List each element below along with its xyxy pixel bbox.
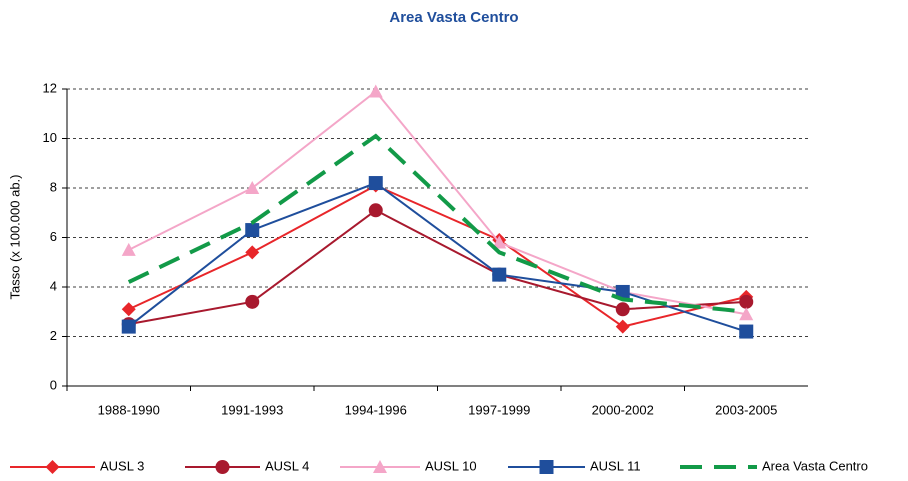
data-point — [121, 302, 136, 317]
x-tick-label: 1997-1999 — [468, 402, 530, 417]
data-point — [739, 307, 754, 321]
data-point — [615, 284, 630, 299]
y-tick-label: 4 — [50, 278, 57, 293]
x-tick-label: 2000-2002 — [592, 402, 654, 417]
y-tick-label: 8 — [50, 179, 57, 194]
y-tick-label: 2 — [50, 328, 57, 343]
legend-label: AUSL 11 — [590, 458, 641, 473]
data-point — [245, 245, 260, 260]
data-point — [492, 235, 507, 249]
x-tick-label: 2003-2005 — [715, 402, 777, 417]
legend-label: AUSL 10 — [425, 458, 477, 473]
data-point — [368, 203, 383, 218]
legend-marker — [45, 460, 60, 474]
data-point — [739, 294, 754, 309]
data-point — [245, 294, 260, 309]
data-point — [245, 181, 260, 194]
legend-label: AUSL 3 — [100, 458, 144, 473]
y-tick-label: 12 — [43, 80, 57, 95]
data-point — [121, 319, 136, 334]
legend-marker — [215, 460, 230, 474]
series-line — [128, 90, 747, 316]
legend-marker — [539, 460, 554, 474]
series-line — [128, 209, 747, 326]
x-tick-label: 1991-1993 — [221, 402, 283, 417]
legend-label: Area Vasta Centro — [762, 458, 868, 473]
data-point — [615, 319, 630, 334]
series-line — [128, 181, 747, 333]
data-point — [368, 84, 383, 98]
y-tick-label: 10 — [43, 130, 57, 145]
series-line — [128, 184, 747, 328]
y-axis-label: Tasso (x 100.000 ab.) — [7, 174, 22, 299]
data-point — [739, 324, 754, 339]
legend-label: AUSL 4 — [265, 458, 309, 473]
legend-marker — [373, 460, 387, 473]
x-tick-label: 1994-1996 — [345, 402, 407, 417]
data-point — [121, 242, 136, 256]
y-tick-label: 0 — [50, 377, 57, 392]
data-point — [492, 267, 507, 282]
data-point — [615, 302, 630, 317]
series-line — [127, 133, 747, 314]
y-tick-label: 6 — [50, 229, 57, 244]
data-point — [245, 223, 260, 238]
data-point — [368, 176, 383, 191]
x-tick-label: 1988-1990 — [98, 402, 160, 417]
chart-title: Area Vasta Centro — [389, 9, 518, 26]
